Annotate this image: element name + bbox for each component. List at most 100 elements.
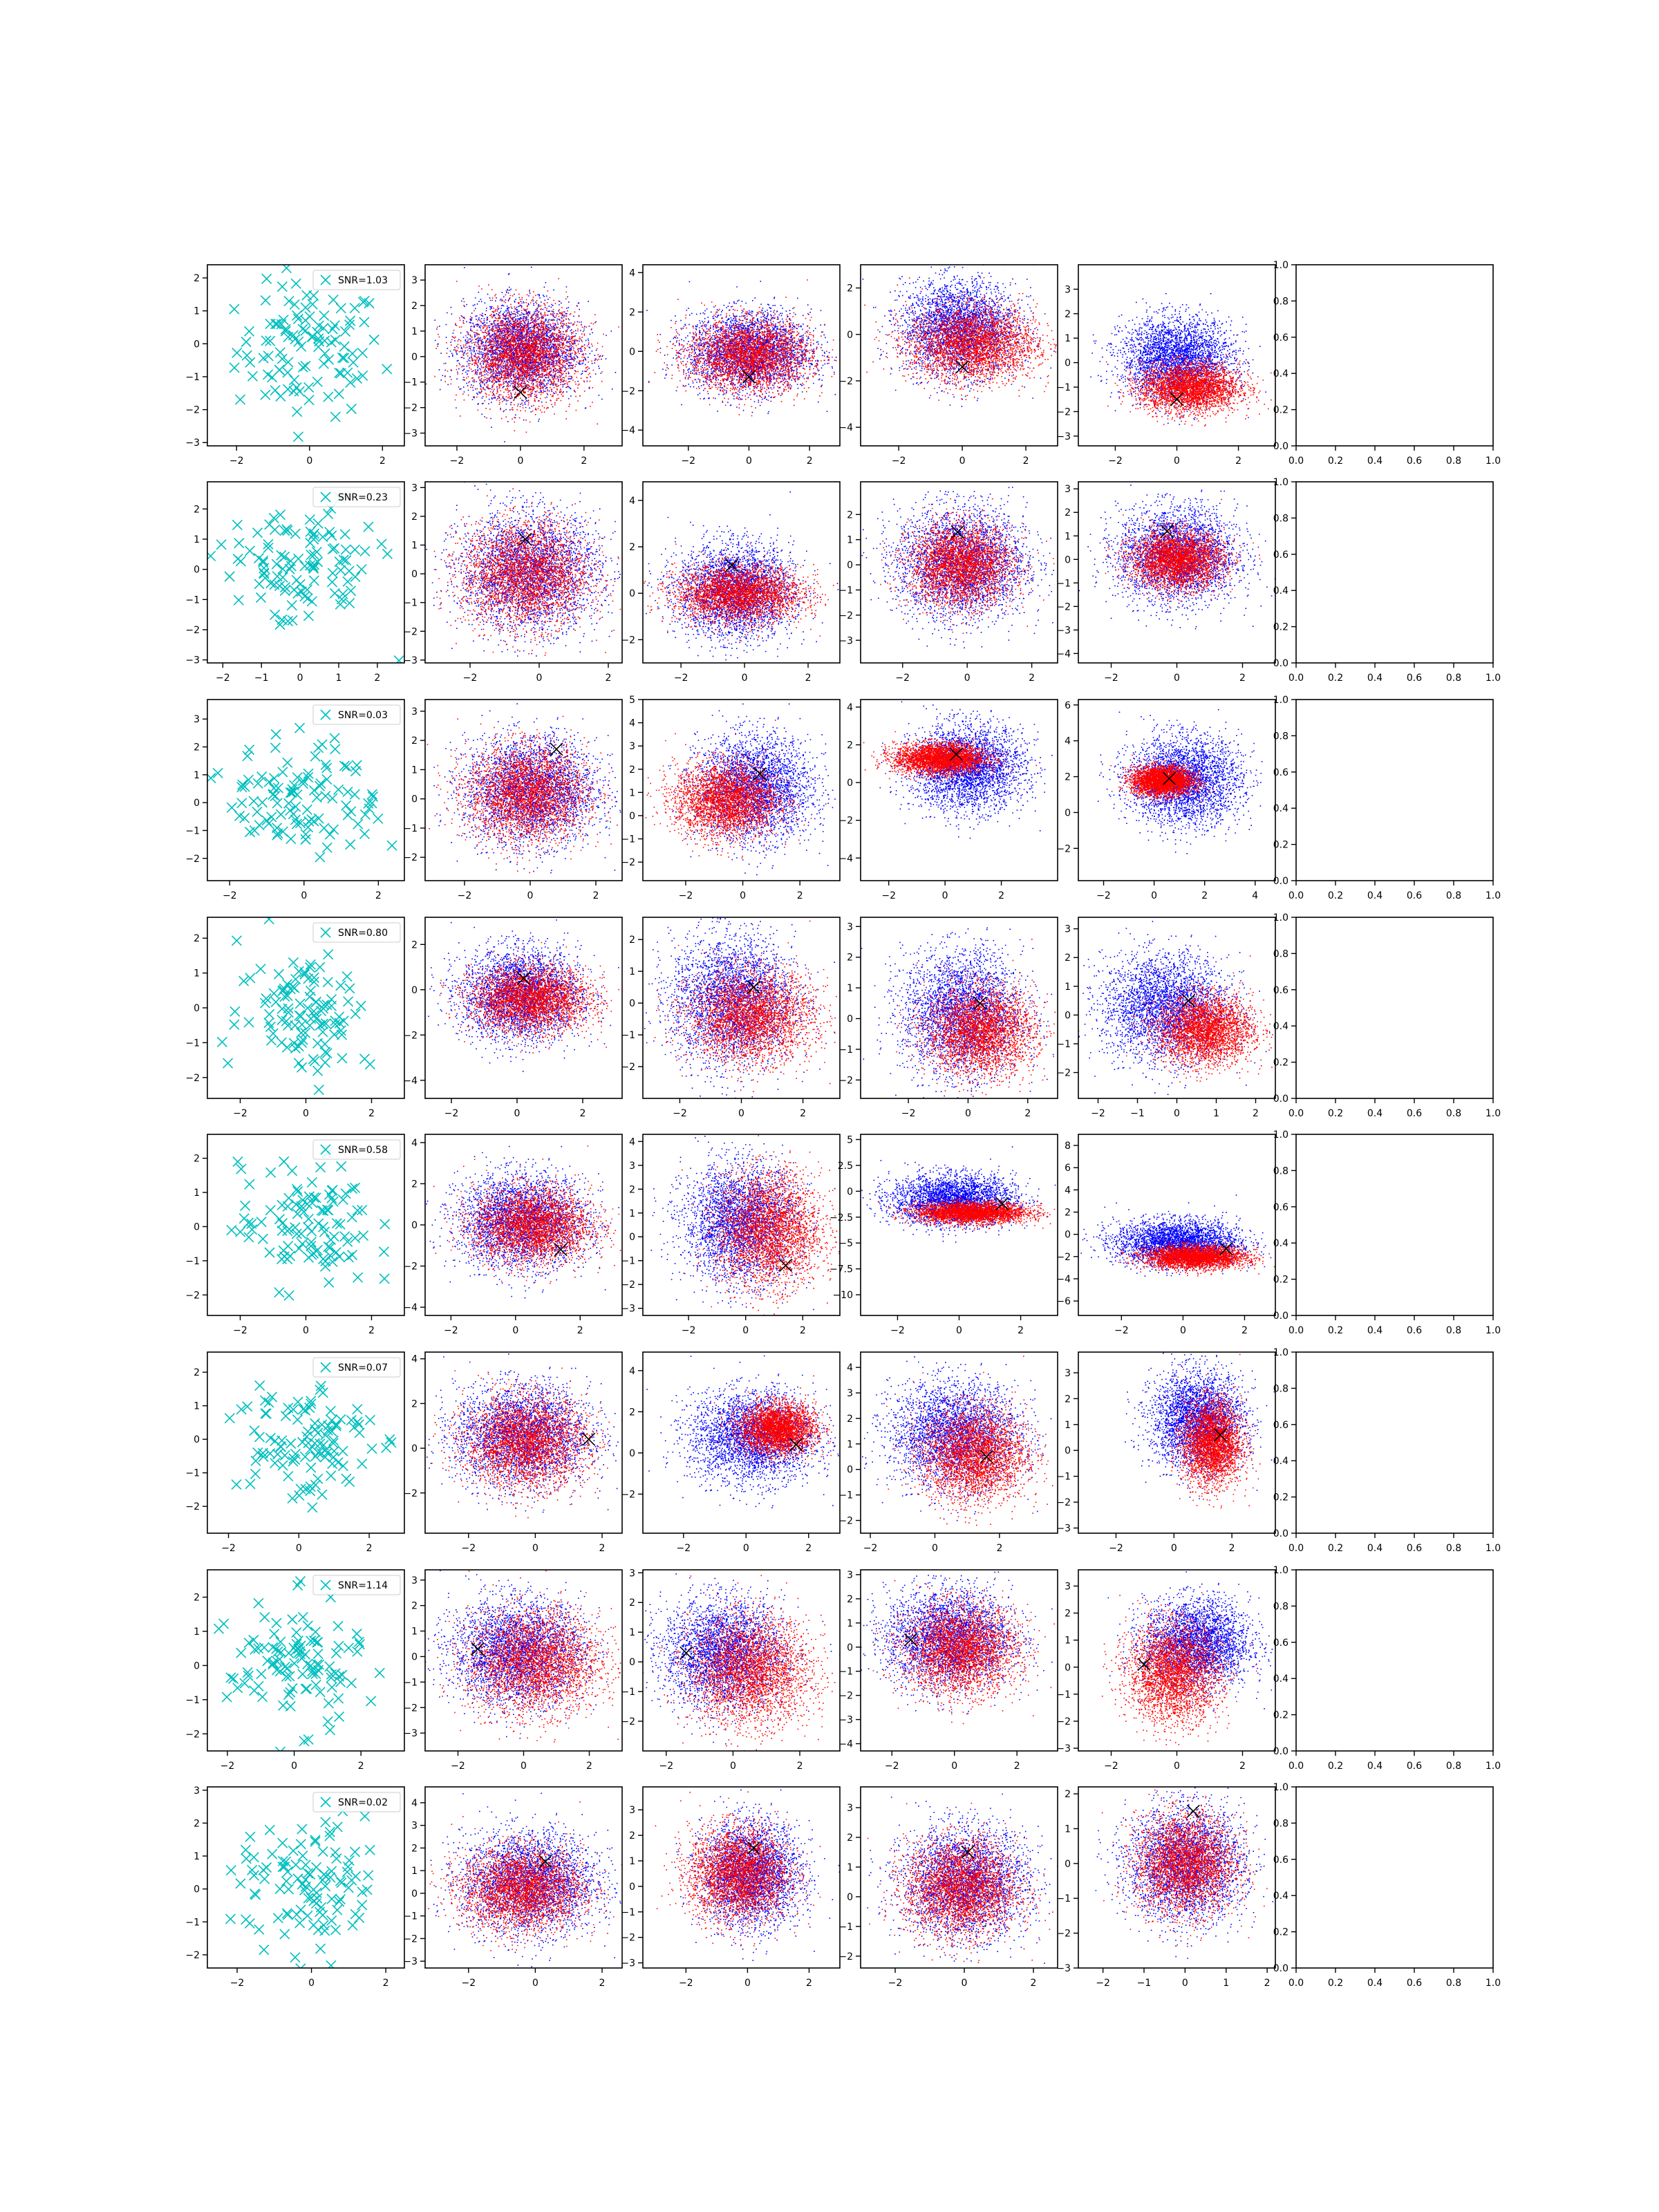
y-tick-label: −1 bbox=[838, 1490, 853, 1501]
y-tick-label: 2 bbox=[1065, 1208, 1071, 1219]
x-tick-label: 0.8 bbox=[1446, 1761, 1461, 1772]
y-tick-label: −3 bbox=[838, 1715, 853, 1726]
y-tick-label: 0.4 bbox=[1273, 1674, 1288, 1685]
y-tick-label: 2 bbox=[411, 301, 418, 312]
x-tick-label: 1.0 bbox=[1485, 1761, 1501, 1772]
y-tick-label: −4 bbox=[838, 1739, 853, 1750]
y-tick-label: −1 bbox=[403, 598, 418, 609]
x-tick-label: 2 bbox=[581, 456, 587, 467]
x-tick-label: −2 bbox=[1114, 1325, 1129, 1336]
y-tick-label: 1 bbox=[411, 1866, 418, 1877]
y-tick-label: 3 bbox=[847, 1803, 853, 1814]
y-tick-label: 3 bbox=[194, 714, 200, 725]
y-tick-label: 4 bbox=[629, 1136, 635, 1147]
y-tick-label: 2 bbox=[411, 1179, 418, 1190]
y-tick-label: −2 bbox=[1056, 1497, 1071, 1508]
x-tick-label: 1 bbox=[1223, 1978, 1229, 1989]
x-tick-label: 0 bbox=[962, 1978, 968, 1989]
x-tick-label: −2 bbox=[901, 1108, 916, 1119]
y-tick-label: 0 bbox=[1065, 358, 1071, 369]
y-tick-label: −2 bbox=[185, 1073, 200, 1084]
y-tick-label: 2 bbox=[411, 1843, 418, 1854]
y-tick-label: 2 bbox=[1065, 1609, 1071, 1620]
x-tick-label: 2 bbox=[593, 890, 599, 901]
x-tick-label: −2 bbox=[1091, 1108, 1105, 1119]
y-tick-label: 3 bbox=[411, 275, 418, 286]
y-tick-label: 3 bbox=[629, 1161, 635, 1172]
x-tick-label: 2 bbox=[1031, 1978, 1037, 1989]
x-tick-label: 0 bbox=[514, 1108, 521, 1119]
y-tick-label: −1 bbox=[621, 1907, 635, 1918]
y-tick-label: 0.2 bbox=[1273, 840, 1288, 851]
x-tick-label: 0 bbox=[303, 1108, 309, 1119]
y-tick-label: −1 bbox=[1056, 1039, 1071, 1050]
y-tick-label: 0.6 bbox=[1273, 767, 1288, 778]
x-tick-label: 0.4 bbox=[1367, 673, 1382, 684]
y-tick-label: −1 bbox=[403, 1677, 418, 1688]
y-tick-label: −2 bbox=[185, 1729, 200, 1740]
y-tick-label: 0.4 bbox=[1273, 1456, 1288, 1467]
x-tick-label: −2 bbox=[1104, 1761, 1118, 1772]
x-tick-label: 0 bbox=[932, 1543, 938, 1554]
y-tick-label: 0.4 bbox=[1273, 368, 1288, 379]
x-tick-label: 1.0 bbox=[1485, 673, 1501, 684]
y-tick-label: −2 bbox=[1056, 1716, 1071, 1727]
y-tick-label: 1 bbox=[847, 1862, 853, 1873]
x-tick-label: −2 bbox=[463, 673, 478, 684]
y-tick-label: −2 bbox=[621, 1716, 635, 1727]
y-tick-label: −4 bbox=[838, 422, 853, 433]
x-tick-label: −2 bbox=[461, 1543, 476, 1554]
y-tick-label: 1.0 bbox=[1273, 1782, 1288, 1793]
y-tick-label: −1 bbox=[185, 1695, 200, 1706]
y-tick-label: −3 bbox=[403, 1728, 418, 1739]
y-tick-label: 0 bbox=[629, 1232, 635, 1243]
y-tick-label: −2 bbox=[185, 1950, 200, 1961]
x-tick-label: 0 bbox=[1174, 673, 1180, 684]
y-tick-label: 5 bbox=[629, 695, 635, 706]
x-tick-label: 0 bbox=[512, 1325, 518, 1336]
y-tick-label: 1 bbox=[847, 535, 853, 546]
y-tick-label: 4 bbox=[847, 1362, 853, 1374]
y-tick-label: −2 bbox=[621, 1933, 635, 1944]
y-tick-label: 0 bbox=[629, 1657, 635, 1668]
x-tick-label: 2 bbox=[1014, 1761, 1020, 1772]
y-tick-label: −2 bbox=[1056, 406, 1071, 418]
y-tick-label: 1 bbox=[194, 1851, 200, 1862]
legend-label: SNR=0.03 bbox=[338, 710, 388, 721]
y-tick-label: −1 bbox=[185, 825, 200, 836]
y-tick-label: 3 bbox=[1065, 1581, 1071, 1592]
x-tick-label: 0 bbox=[744, 1978, 751, 1989]
x-tick-label: −2 bbox=[461, 1978, 476, 1989]
x-tick-label: −2 bbox=[1104, 673, 1118, 684]
x-tick-label: 2 bbox=[1229, 1543, 1235, 1554]
x-tick-label: −2 bbox=[890, 1325, 905, 1336]
x-tick-label: 0 bbox=[1182, 1978, 1188, 1989]
x-tick-label: −2 bbox=[1096, 1978, 1110, 1989]
y-tick-label: 0.8 bbox=[1273, 1601, 1288, 1612]
y-tick-label: 0 bbox=[411, 1220, 418, 1231]
y-tick-label: 5 bbox=[847, 1134, 853, 1145]
y-tick-label: −2 bbox=[621, 857, 635, 868]
y-tick-label: 1.0 bbox=[1273, 695, 1288, 706]
x-tick-label: 0.0 bbox=[1288, 1978, 1304, 1989]
y-tick-label: 6 bbox=[1065, 1163, 1071, 1174]
y-tick-label: 1 bbox=[411, 540, 418, 551]
y-tick-label: 3 bbox=[629, 741, 635, 752]
y-tick-label: −3 bbox=[1056, 1524, 1071, 1535]
x-tick-label: 0.8 bbox=[1446, 1543, 1461, 1554]
y-tick-label: −2 bbox=[838, 1691, 853, 1702]
y-tick-label: −3 bbox=[838, 635, 853, 646]
y-tick-label: −1 bbox=[621, 1030, 635, 1041]
y-tick-label: 2 bbox=[1065, 772, 1071, 783]
y-tick-label: 1 bbox=[194, 1401, 200, 1412]
y-tick-label: 1.0 bbox=[1273, 1565, 1288, 1576]
x-tick-label: −2 bbox=[444, 1325, 458, 1336]
x-tick-label: −2 bbox=[682, 1325, 696, 1336]
y-tick-label: 0.4 bbox=[1273, 1238, 1288, 1249]
y-tick-label: 2 bbox=[411, 512, 418, 523]
x-tick-label: 0.6 bbox=[1407, 1978, 1422, 1989]
y-tick-label: −3 bbox=[403, 1956, 418, 1967]
y-tick-label: 0 bbox=[411, 1888, 418, 1900]
y-tick-label: 0 bbox=[194, 1003, 200, 1014]
y-tick-label: 1 bbox=[194, 1627, 200, 1638]
